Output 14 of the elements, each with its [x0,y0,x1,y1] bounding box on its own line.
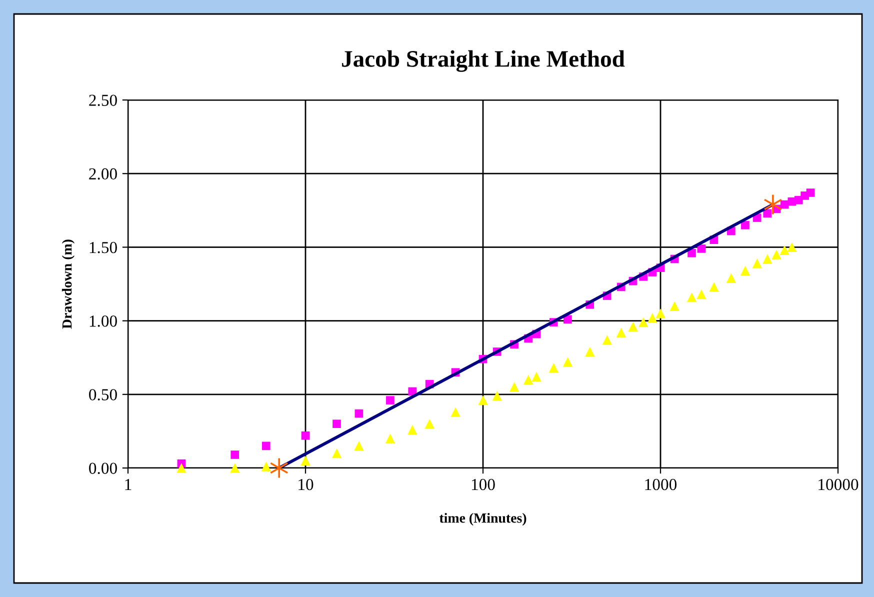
x-axis-title: time (Minutes) [439,512,526,526]
x-tick-label: 1 [125,478,132,490]
chart-title: Jacob Straight Line Method [342,50,625,72]
x-tick-label: 100 [472,478,495,490]
y-tick-label: 1.50 [90,242,117,254]
y-tick-label: 2.00 [89,168,117,180]
y-tick-label: 1.00 [90,316,117,327]
y-tick-label: 0.00 [89,462,117,474]
x-tick-label: 10000 [818,478,858,490]
y-axis-title: Drawdown (m) [62,240,75,329]
x-tick-label: 10 [298,478,314,490]
y-tick-label: 2.50 [89,94,117,106]
x-tick-label: 1000 [645,478,677,490]
y-tick-label: 0.50 [89,389,117,400]
